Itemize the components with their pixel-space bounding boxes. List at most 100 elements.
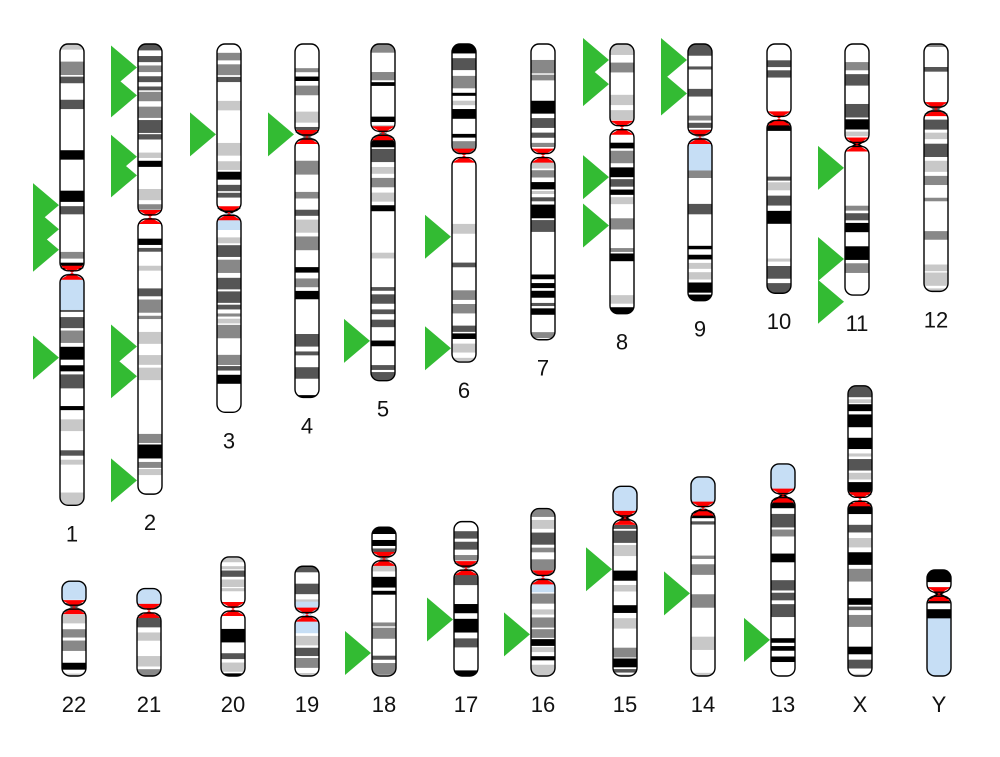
band bbox=[613, 618, 637, 629]
band bbox=[531, 118, 555, 128]
chromosome-bands bbox=[688, 44, 712, 301]
band bbox=[848, 502, 872, 515]
band bbox=[848, 404, 872, 412]
chromosome-label: X bbox=[853, 692, 868, 717]
q-arm-outline bbox=[530, 156, 556, 341]
band bbox=[217, 259, 241, 273]
band bbox=[531, 190, 555, 195]
band bbox=[295, 583, 319, 595]
marker-triangle bbox=[425, 214, 451, 259]
band bbox=[613, 669, 637, 673]
band bbox=[767, 265, 791, 279]
band bbox=[221, 579, 245, 588]
band bbox=[138, 288, 162, 297]
band bbox=[138, 265, 162, 271]
band bbox=[295, 219, 319, 233]
marker-triangle bbox=[111, 153, 137, 198]
p-arm-outline bbox=[687, 43, 713, 136]
band bbox=[927, 569, 951, 583]
centromere bbox=[217, 206, 241, 221]
band bbox=[454, 638, 478, 648]
q-arm-outline bbox=[770, 496, 796, 677]
band bbox=[531, 59, 555, 74]
band bbox=[371, 116, 395, 123]
band bbox=[613, 524, 637, 529]
band bbox=[845, 213, 869, 221]
band bbox=[371, 365, 395, 370]
band bbox=[848, 598, 872, 605]
marker-triangle bbox=[504, 612, 530, 657]
centromere bbox=[452, 148, 476, 163]
band bbox=[371, 72, 395, 81]
band bbox=[531, 593, 555, 604]
marker-triangle bbox=[190, 112, 216, 157]
q-arm-outline bbox=[294, 615, 320, 677]
band bbox=[221, 673, 245, 676]
chromosome-label: 22 bbox=[62, 692, 86, 717]
band bbox=[295, 351, 319, 356]
band bbox=[454, 574, 478, 586]
band bbox=[848, 606, 872, 611]
centromere bbox=[60, 265, 84, 280]
band bbox=[531, 74, 555, 81]
p-arm-outline bbox=[453, 520, 479, 567]
band bbox=[217, 100, 241, 111]
centromere bbox=[924, 102, 948, 117]
p-arm-outline bbox=[370, 43, 396, 132]
band bbox=[295, 367, 319, 379]
chr-20: 20 bbox=[220, 556, 246, 717]
band bbox=[372, 539, 396, 546]
marker-triangle bbox=[111, 45, 137, 90]
band bbox=[848, 568, 872, 582]
band bbox=[138, 160, 162, 167]
band bbox=[371, 319, 395, 328]
chr-9: 9 bbox=[661, 38, 713, 342]
band bbox=[454, 555, 478, 561]
band bbox=[372, 576, 396, 588]
chr-4: 4 bbox=[268, 43, 320, 438]
band bbox=[610, 94, 634, 106]
band bbox=[138, 247, 162, 252]
band bbox=[295, 334, 319, 347]
band bbox=[452, 100, 476, 106]
band bbox=[767, 195, 791, 206]
band bbox=[60, 459, 84, 465]
band bbox=[452, 343, 476, 353]
centromere bbox=[371, 126, 395, 141]
band bbox=[217, 184, 241, 192]
marker-triangle bbox=[33, 335, 59, 380]
band bbox=[531, 197, 555, 202]
band bbox=[531, 639, 555, 646]
marker-triangle bbox=[583, 155, 609, 200]
chr-7: 7 bbox=[530, 43, 556, 381]
q-arm-outline bbox=[136, 612, 162, 677]
band bbox=[371, 192, 395, 202]
band bbox=[295, 111, 319, 123]
band bbox=[371, 294, 395, 304]
marker-triangle bbox=[664, 571, 690, 616]
band bbox=[767, 70, 791, 78]
band bbox=[531, 302, 555, 307]
q-arm-outline bbox=[530, 578, 556, 677]
band bbox=[531, 100, 555, 114]
centromere bbox=[845, 137, 869, 152]
centromere bbox=[688, 130, 712, 144]
band bbox=[767, 60, 791, 68]
band bbox=[610, 307, 634, 314]
band bbox=[848, 538, 872, 548]
centromere bbox=[295, 607, 319, 622]
chromosome-label: Y bbox=[932, 692, 947, 717]
band bbox=[138, 461, 162, 468]
band bbox=[771, 604, 795, 618]
band bbox=[137, 656, 161, 667]
band bbox=[217, 291, 241, 303]
band bbox=[691, 564, 715, 575]
chromosome-bands bbox=[924, 44, 948, 292]
band bbox=[771, 656, 795, 663]
p-arm-outline bbox=[612, 485, 638, 517]
band bbox=[610, 248, 634, 252]
band bbox=[610, 142, 634, 149]
band bbox=[924, 143, 948, 158]
q-arm-outline bbox=[451, 156, 477, 363]
band bbox=[60, 76, 84, 84]
